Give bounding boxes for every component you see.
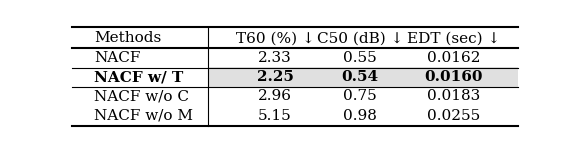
Text: EDT (sec) ↓: EDT (sec) ↓ <box>407 31 501 45</box>
Text: 2.33: 2.33 <box>258 51 292 65</box>
Text: NACF: NACF <box>94 51 141 65</box>
Text: NACF w/o M: NACF w/o M <box>94 109 194 123</box>
Text: T60 (%) ↓: T60 (%) ↓ <box>236 31 314 45</box>
Text: 0.55: 0.55 <box>343 51 377 65</box>
Text: Methods: Methods <box>94 31 162 45</box>
Text: 2.96: 2.96 <box>258 89 292 103</box>
Text: C50 (dB) ↓: C50 (dB) ↓ <box>317 31 403 45</box>
Text: 2.25: 2.25 <box>257 70 294 84</box>
Text: NACF w/ T: NACF w/ T <box>94 70 184 84</box>
Text: NACF w/o C: NACF w/o C <box>94 89 190 103</box>
Text: 0.0255: 0.0255 <box>427 109 480 123</box>
Text: 0.0160: 0.0160 <box>425 70 483 84</box>
Text: 0.75: 0.75 <box>343 89 377 103</box>
Text: 5.15: 5.15 <box>258 109 292 123</box>
Text: 0.0183: 0.0183 <box>427 89 480 103</box>
Text: 0.0162: 0.0162 <box>427 51 480 65</box>
Bar <box>208 67 518 87</box>
Text: 0.54: 0.54 <box>342 70 378 84</box>
Text: 0.98: 0.98 <box>343 109 377 123</box>
